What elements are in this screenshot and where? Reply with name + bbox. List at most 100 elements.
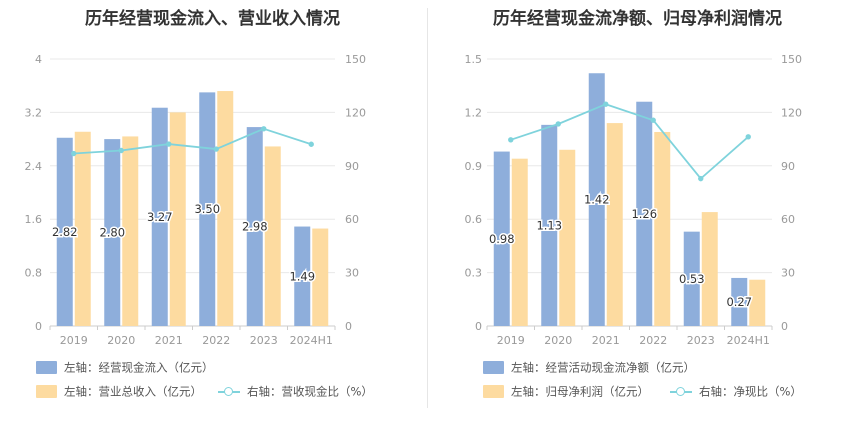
bar-series-2 (122, 136, 139, 326)
bar-data-label: 0.53 (679, 272, 705, 286)
legend-label: 左轴：经营现金流入（亿元） (64, 360, 214, 375)
bar-swatch-icon (36, 385, 57, 398)
bar-swatch-icon (483, 385, 504, 398)
legend-item-net-profit[interactable]: 左轴：归母净利润（亿元） (483, 384, 649, 399)
y-right-tick-label: 60 (345, 213, 359, 226)
ratio-point (213, 146, 219, 152)
ratio-line (73, 127, 312, 155)
x-tick-label: 2024H1 (290, 334, 333, 347)
ratio-point (118, 147, 124, 154)
bar-series-1 (683, 231, 700, 326)
y-right-tick-label: 150 (345, 53, 366, 66)
net-cashflow-profit-chart: 0 0 0.3 30 0.6 60 0.9 90 1.2 120 1.5 150 2019 2020 202… (465, 53, 803, 347)
right-chart-panel: 历年经营现金流净额、归母净利润情况 0 0 0.3 30 0.6 60 0.9 90 1.2 12… (425, 0, 850, 437)
x-tick-label: 2019 (497, 334, 525, 347)
ratio-point (261, 126, 267, 132)
bar-series-2 (749, 279, 766, 326)
bar-data-label: 0.27 (726, 295, 752, 309)
y-left-tick-label: 0.8 (25, 267, 43, 280)
bar-series-2 (264, 146, 281, 326)
bar-series-1 (493, 151, 510, 326)
bar-series-2 (511, 158, 528, 326)
line-swatch-icon (670, 385, 692, 398)
x-tick-label: 2023 (687, 334, 715, 347)
bar-series-2 (701, 212, 718, 326)
line-swatch-icon (218, 385, 240, 398)
legend-item-net-cashflow[interactable]: 左轴：经营活动现金流净额（亿元） (483, 360, 695, 375)
bar-series-2 (169, 112, 186, 327)
y-left-tick-label: 0 (475, 320, 482, 333)
bar-series-2 (217, 91, 234, 326)
x-tick-label: 2019 (60, 334, 88, 347)
bar-series-2 (559, 149, 576, 326)
bar-data-label: 3.27 (147, 210, 173, 224)
y-left-tick-label: 2.4 (25, 160, 43, 173)
bar-series-1 (246, 127, 263, 327)
y-right-tick-label: 90 (345, 160, 359, 173)
y-right-tick-label: 30 (345, 267, 359, 280)
bar-series-1 (199, 92, 216, 326)
bar-series-1 (151, 107, 168, 326)
legend-item-cash-revenue-ratio[interactable]: 右轴：营收现金比（%） (218, 384, 373, 399)
bar-data-label: 1.49 (289, 269, 315, 283)
bar-series-2 (74, 131, 91, 326)
bar-series-1 (56, 137, 73, 326)
bar-series-2 (606, 123, 623, 326)
legend-label: 左轴：归母净利润（亿元） (511, 384, 649, 399)
ratio-point (166, 141, 172, 147)
legend-label: 左轴：经营活动现金流净额（亿元） (511, 360, 695, 375)
ratio-point (555, 121, 561, 127)
bar-series-2 (312, 228, 329, 326)
y-left-tick-label: 1.2 (465, 106, 483, 119)
ratio-line (510, 103, 749, 180)
bar-series-1 (636, 101, 653, 326)
y-right-tick-label: 30 (781, 267, 795, 280)
y-right-tick-label: 150 (781, 53, 802, 66)
bar-data-label: 0.98 (489, 232, 515, 246)
ratio-point (308, 141, 314, 147)
legend-label: 右轴：营收现金比（%） (247, 384, 373, 399)
left-chart-panel: 历年经营现金流入、营业收入情况 0 0 0.8 30 1.6 60 2.4 90 3.2 120 4… (25, 9, 373, 399)
bar-series-1 (294, 226, 311, 326)
x-tick-label: 2020 (107, 334, 135, 347)
bar-series-1 (541, 124, 558, 326)
bar-swatch-icon (36, 361, 57, 374)
x-tick-label: 2020 (544, 334, 572, 347)
y-right-tick-label: 120 (781, 106, 802, 119)
ratio-point (71, 150, 77, 157)
chart-title: 历年经营现金流入、营业收入情况 (85, 9, 340, 29)
bar-series-1 (104, 139, 121, 326)
y-left-tick-label: 1.5 (465, 53, 483, 66)
x-tick-label: 2022 (639, 334, 667, 347)
legend-label: 右轴：净现比（%） (699, 384, 802, 399)
y-left-tick-label: 4 (35, 53, 42, 66)
panel-divider (427, 8, 428, 408)
bar-data-label: 1.42 (584, 193, 610, 207)
bar-data-label: 2.98 (242, 220, 268, 234)
bar-data-label: 3.50 (194, 202, 220, 216)
legend-item-cash-inflow[interactable]: 左轴：经营现金流入（亿元） (36, 360, 214, 375)
bar-data-label: 2.80 (99, 226, 125, 240)
ratio-point (650, 117, 656, 123)
bar-swatch-icon (483, 361, 504, 374)
x-tick-label: 2024H1 (727, 334, 770, 347)
y-left-tick-label: 0.3 (465, 267, 483, 280)
bar-series-1 (731, 277, 748, 326)
x-tick-label: 2021 (592, 334, 620, 347)
ratio-point (508, 137, 514, 143)
legend-item-net-cash-ratio[interactable]: 右轴：净现比（%） (670, 384, 802, 399)
chart-title: 历年经营现金流净额、归母净利润情况 (493, 9, 782, 29)
bar-data-label: 2.82 (52, 225, 78, 239)
y-right-tick-label: 0 (781, 320, 788, 333)
bar-data-label: 1.13 (536, 218, 562, 232)
bar-data-label: 1.26 (631, 207, 657, 221)
ratio-point (745, 134, 751, 140)
bar-series-1 (588, 73, 605, 327)
x-tick-label: 2021 (155, 334, 183, 347)
legend-item-revenue[interactable]: 左轴：营业总收入（亿元） (36, 384, 202, 399)
legend-label: 左轴：营业总收入（亿元） (64, 384, 202, 399)
y-right-tick-label: 0 (345, 320, 352, 333)
y-left-tick-label: 0.9 (465, 160, 483, 173)
x-tick-label: 2023 (250, 334, 278, 347)
y-left-tick-label: 0 (35, 320, 42, 333)
